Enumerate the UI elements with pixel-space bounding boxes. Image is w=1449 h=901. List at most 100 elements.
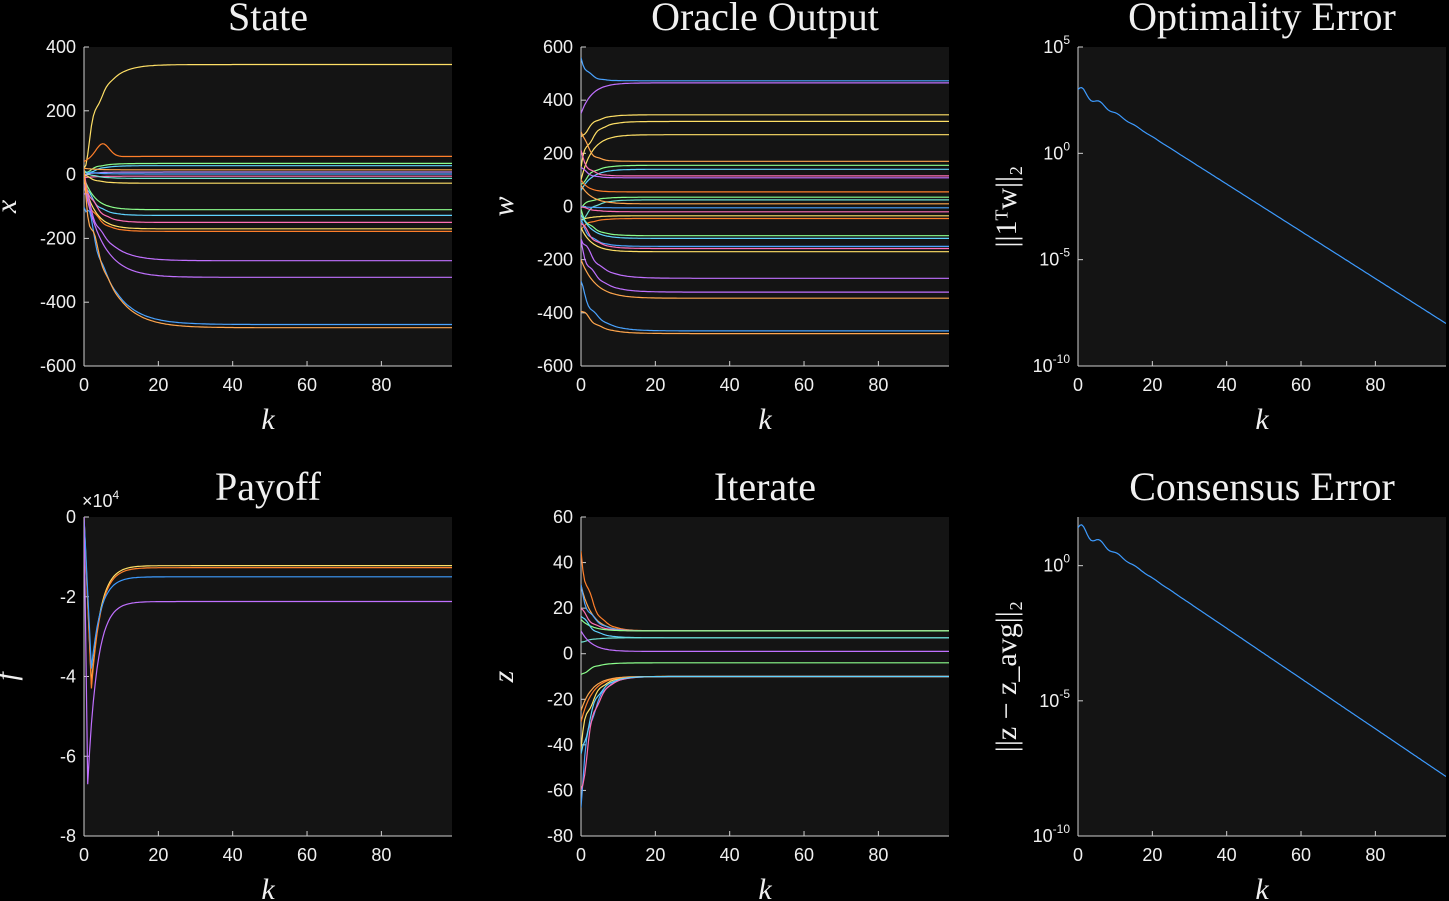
x-tick-label: 0 [576,845,586,865]
y-tick-label: -400 [40,292,76,312]
x-tick-label: 80 [1365,845,1385,865]
y-tick-label: 0 [66,165,76,185]
x-tick-label: 40 [1217,375,1237,395]
plot-area [84,47,452,366]
y-tick-label: 100 [1043,139,1070,163]
series-line [581,179,949,193]
series-group [581,57,949,335]
series-line [581,57,949,82]
series-line [84,171,452,176]
x-axis-label: k [1255,403,1269,436]
x-tick-label: 80 [371,375,391,395]
y-tick-label: 100 [1043,552,1070,576]
x-tick-label: 40 [720,375,740,395]
chart-title: Optimality Error [1128,0,1396,39]
y-tick-label: 10-10 [1033,822,1071,846]
plot-area [581,47,949,366]
series-line [84,63,452,169]
x-tick-label: 40 [720,845,740,865]
series-line [581,227,949,253]
x-tick-label: 60 [794,375,814,395]
series-line [581,131,949,162]
y-tick-label: 10-5 [1039,246,1070,270]
series-line [84,175,452,179]
series-line [581,675,949,755]
y-tick-label: 0 [563,197,573,217]
y-tick-label: 20 [553,598,573,618]
series-line [84,192,452,262]
x-tick-label: 0 [79,375,89,395]
x-tick-label: 20 [148,375,168,395]
series-line [581,114,949,138]
y-tick-label: -60 [547,780,573,800]
series-line [1078,86,1446,325]
y-tick-label: 40 [553,553,573,573]
chart-title: Iterate [714,464,816,509]
x-axis-label: k [261,873,275,901]
series-line [84,184,452,278]
chart-title: Consensus Error [1129,464,1395,509]
series-group [1078,524,1446,778]
y-axis-label: w [487,196,520,216]
y-tick-label: -200 [537,250,573,270]
y-tick-label: -200 [40,228,76,248]
series-group [84,63,452,329]
y-tick-label: 10-5 [1039,687,1070,711]
x-tick-label: 40 [223,845,243,865]
series-line [581,280,949,332]
y-tick-label: 600 [543,37,573,57]
y-tick-label: -8 [60,826,76,846]
y-axis-label: ||1ᵀw||₂ [990,165,1023,247]
series-line [581,134,949,181]
panel-state: State 0 20 40 60 80 -600 -400 -200 0 200 400 k x [0,0,452,436]
series-line [84,169,452,179]
series-group [1078,86,1446,325]
x-axis-label: k [758,873,772,901]
x-tick-label: 80 [371,845,391,865]
y-tick-label: 0 [563,644,573,664]
series-line [84,174,452,184]
x-tick-label: 60 [1291,375,1311,395]
series-line [581,208,949,237]
y-tick-label: -20 [547,689,573,709]
panel-optimality-error: Optimality Error 0 20 40 60 80 10-10 10-5 100 105… [990,0,1446,436]
series-line [581,205,949,209]
series-line [84,167,452,329]
series-line [581,217,949,230]
y-tick-label: -2 [60,587,76,607]
y-tick-label: -40 [547,735,573,755]
series-line [84,165,452,179]
y-tick-label: -4 [60,667,76,687]
series-line [581,199,949,222]
x-tick-label: 0 [79,845,89,865]
plot-area [84,517,452,836]
y-tick-label: 200 [46,101,76,121]
y-axis-label: z [487,670,520,683]
y-tick-label: -600 [40,356,76,376]
y-tick-label: -80 [547,826,573,846]
series-line [1078,524,1446,778]
chart-title: State [228,0,308,39]
chart-title: Oracle Output [651,0,879,39]
panel-oracle-output: Oracle Output 0 20 40 60 80 -600 -400 -200 0 200 40… [487,0,949,436]
y-tick-label: 200 [543,143,573,163]
x-tick-label: 60 [794,845,814,865]
series-group [581,551,949,808]
series-line [581,637,949,643]
series-line [84,170,452,223]
series-line [581,215,949,221]
panel-iterate: Iterate 0 20 40 60 80 -80 -60 -40 -20 0 20 40 60 k z [487,464,949,901]
series-line [84,177,452,232]
y-tick-label: -400 [537,303,573,323]
series-group [84,517,452,785]
series-line [581,218,949,247]
y-axis-label: x [0,199,23,214]
y-tick-label: 10-10 [1033,352,1071,376]
x-tick-label: 40 [223,375,243,395]
series-line [581,184,949,205]
series-line [581,149,949,177]
series-line [581,222,949,250]
series-line [581,166,949,179]
x-tick-label: 80 [868,845,888,865]
series-line [84,517,452,785]
